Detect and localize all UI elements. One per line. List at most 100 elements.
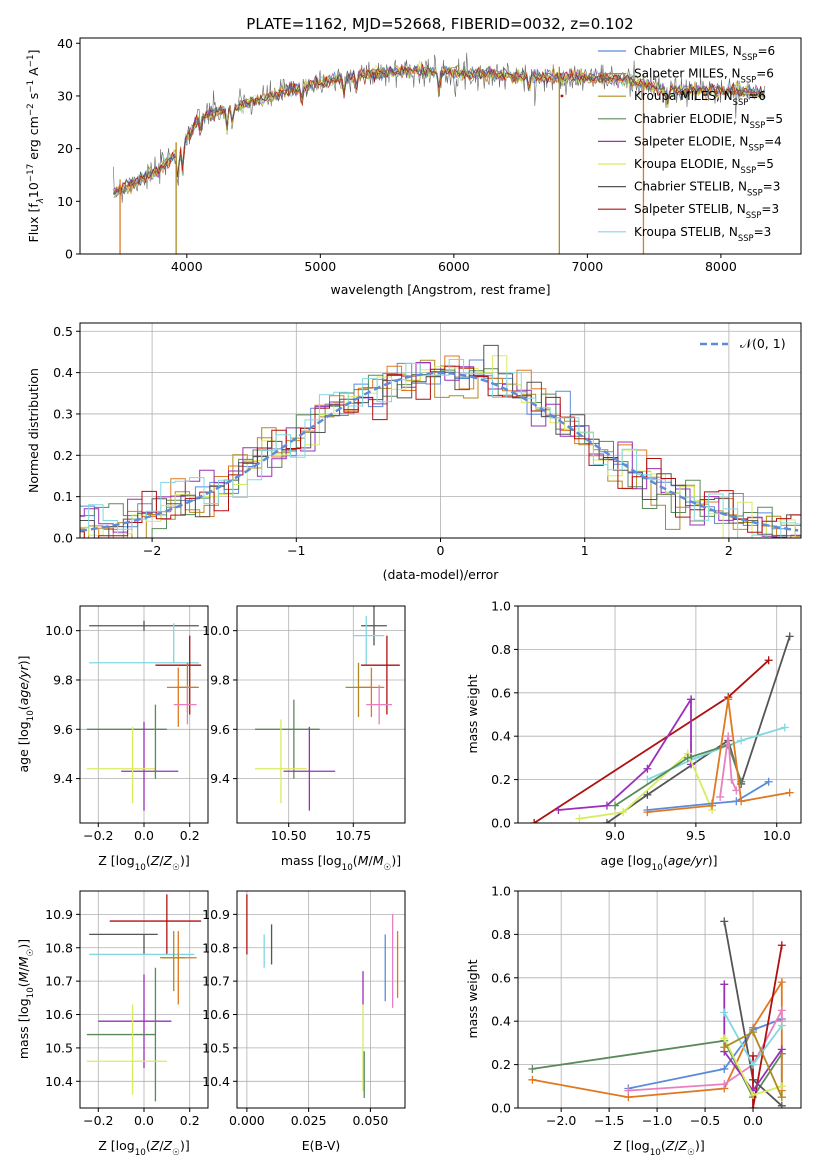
errorbar-point [255, 719, 307, 804]
plus-marker [780, 723, 789, 732]
plus-marker [720, 1064, 729, 1073]
plot-data [86, 894, 202, 1102]
y-tick-label: 10.5 [45, 1040, 73, 1055]
mass-vs-metallicity-panel: −0.2 0.0 0.2 10.4 10.5 10.6 10.7 10.8 10.9 Z [log… [16, 890, 209, 1158]
y-tick-label: 0.2 [53, 448, 73, 463]
mass-vs-ebv-panel: 0.000 0.025 0.050 10.4 10.5 10.6 10.7 10.8 10.9 E… [202, 890, 406, 1153]
plus-marker [528, 1064, 537, 1073]
plus-marker [785, 788, 794, 797]
plus-marker [727, 775, 736, 784]
plus-marker [708, 801, 717, 810]
plus-marker [777, 1093, 786, 1102]
plus-marker [683, 753, 692, 762]
age-vs-mass-panel: 10.50 10.75 9.4 9.6 9.8 10.0 mass [log10(M/M☉)… [202, 605, 406, 873]
y-tick-label: 40 [57, 36, 73, 51]
plus-marker [643, 808, 652, 817]
plot-data [80, 344, 801, 538]
y-tick-label: 9.8 [53, 672, 73, 687]
plus-marker [777, 1082, 786, 1091]
x-axis-label: E(B-V) [302, 1138, 341, 1153]
x-axis-label: age [log10(age/yr)] [600, 853, 717, 873]
weight-line [614, 743, 743, 807]
y-axis-label: mass weight [465, 674, 480, 753]
legend: Chabrier MILES, NSSP=6 Salpeter MILES, NS… [598, 44, 783, 243]
y-tick-label: 9.6 [53, 722, 73, 737]
x-axis-label: Z [log10(Z/Z☉)] [98, 853, 190, 873]
x-tick-label: 0.000 [229, 1113, 265, 1128]
plus-marker [716, 792, 725, 801]
weight-line [579, 752, 713, 820]
x-tick-label: 5000 [304, 259, 336, 274]
y-tick-label: 10.4 [45, 1074, 73, 1089]
plot-data [113, 52, 765, 254]
weight-line [752, 945, 783, 1108]
errorbar-point [86, 1004, 167, 1095]
histogram-krou_stelib [80, 359, 801, 538]
plot-data [255, 606, 400, 811]
model-chab_stelib [113, 64, 765, 195]
y-tick-label: 10.7 [202, 974, 230, 989]
weight-line [532, 978, 783, 1099]
y-tick-label: 9.4 [210, 771, 230, 786]
errorbar-point [89, 620, 199, 631]
y-tick-label: 10.7 [45, 974, 73, 989]
x-tick-label: −0.2 [83, 1113, 113, 1128]
x-tick-label: 9.5 [686, 828, 706, 843]
plus-marker [749, 1090, 758, 1099]
plus-marker [732, 786, 741, 795]
histogram-salp_elodie [80, 362, 801, 537]
plus-marker [777, 1006, 786, 1015]
weight-series-salp_stelib [749, 941, 786, 1108]
y-tick-label: 20 [57, 141, 73, 156]
plus-marker [602, 819, 611, 823]
errorbar-point [86, 726, 156, 804]
y-tick-label: 0.2 [491, 772, 511, 787]
x-tick-label: 0.0 [743, 1113, 763, 1128]
x-tick-label: 8000 [705, 259, 737, 274]
x-axis-label: wavelength [Angstrom, rest frame] [330, 282, 550, 297]
y-tick-label: 0.4 [491, 1014, 511, 1029]
legend-entry: Chabrier ELODIE, NSSP=5 [634, 112, 783, 130]
y-tick-label: 0.5 [53, 324, 73, 339]
errorbar-point [173, 684, 197, 725]
x-tick-label: 0.2 [180, 1113, 200, 1128]
legend-entry: Kroupa STELIB, NSSP=3 [634, 225, 771, 243]
plus-marker [724, 732, 733, 741]
plus-marker [749, 1060, 758, 1069]
plus-marker [643, 790, 652, 799]
plus-marker [737, 797, 746, 806]
axes-frame [517, 605, 802, 824]
plus-marker [530, 819, 539, 823]
x-tick-label: −1.5 [594, 1113, 624, 1128]
plus-marker [643, 764, 652, 773]
x-tick-label: 0.025 [291, 1113, 327, 1128]
y-tick-label: 0.8 [491, 642, 511, 657]
x-tick-label: 7000 [571, 259, 603, 274]
y-tick-label: 0.0 [491, 1101, 511, 1116]
errorbar-point [86, 967, 157, 1102]
x-tick-label: 6000 [438, 259, 470, 274]
age-vs-metallicity-panel: −0.2 0.0 0.2 9.4 9.6 9.8 10.0 Z [log10(Z/Z☉)] ag… [16, 605, 209, 873]
x-axis-label: mass [log10(M/M☉)] [281, 853, 401, 873]
plus-marker [554, 805, 563, 814]
plot-data [530, 632, 794, 823]
weight-line [723, 984, 783, 1093]
x-tick-label: −1 [287, 543, 305, 558]
weight-series-pink [716, 732, 741, 801]
legend-entry: Kroupa ELODIE, NSSP=5 [634, 157, 774, 175]
plus-marker [720, 917, 729, 926]
weight-series-krou_elodie [720, 1034, 786, 1099]
x-tick-label: 0.2 [180, 828, 200, 843]
errorbar-point [283, 726, 336, 811]
plus-marker [785, 632, 794, 641]
errorbar-point [155, 635, 202, 715]
y-tick-label: 10 [57, 194, 73, 209]
x-tick-label: −0.5 [690, 1113, 720, 1128]
x-tick-label: 0.0 [134, 828, 154, 843]
x-tick-label: 4000 [171, 259, 203, 274]
weight-series-salp_miles [643, 695, 794, 817]
y-tick-label: 10.8 [45, 940, 73, 955]
y-tick-label: 0.0 [53, 531, 73, 546]
plus-marker [737, 736, 746, 745]
